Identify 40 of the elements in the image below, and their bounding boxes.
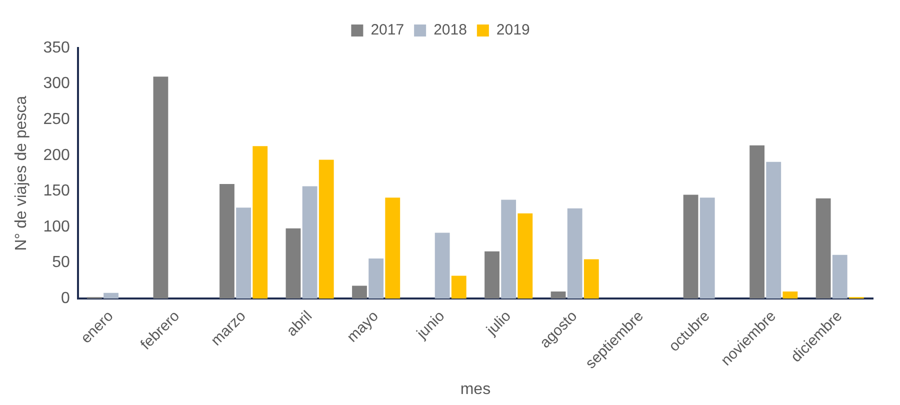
bar <box>302 186 318 299</box>
y-tick-label: 200 <box>43 146 70 164</box>
bar <box>236 208 251 299</box>
bar <box>550 291 566 299</box>
bar <box>434 232 450 299</box>
x-axis-title: mes <box>460 380 491 398</box>
y-tick-label: 300 <box>43 75 70 92</box>
y-tick-label: 0 <box>60 290 70 308</box>
bar <box>318 160 334 299</box>
bar <box>700 198 715 299</box>
x-tick-label: julio <box>482 308 514 340</box>
bar <box>451 276 466 299</box>
bar <box>567 208 582 299</box>
y-tick-label: 150 <box>43 182 70 200</box>
y-tick-label: 100 <box>43 218 70 236</box>
bar <box>368 258 384 299</box>
bar <box>782 291 798 299</box>
bar <box>104 292 118 299</box>
bar <box>286 228 301 299</box>
bar <box>683 194 698 299</box>
bar <box>352 286 367 299</box>
y-tick-label: 50 <box>52 254 70 272</box>
bar <box>518 213 533 299</box>
legend-label: 2018 <box>434 22 467 39</box>
bar <box>750 145 764 299</box>
bar <box>816 198 831 299</box>
bar <box>766 162 782 299</box>
bar <box>832 254 848 299</box>
bar <box>484 251 500 299</box>
bar <box>220 184 234 299</box>
bar <box>584 259 599 299</box>
bar <box>385 198 400 299</box>
y-axis-title: N° de viajes de pesca <box>13 96 30 251</box>
bar <box>153 76 168 299</box>
bar <box>252 146 268 299</box>
y-tick-label: 250 <box>43 111 70 128</box>
y-tick-label: 350 <box>43 39 70 56</box>
bar <box>501 200 516 299</box>
legend-label: 2019 <box>496 22 530 39</box>
legend-label: 2017 <box>370 22 404 39</box>
